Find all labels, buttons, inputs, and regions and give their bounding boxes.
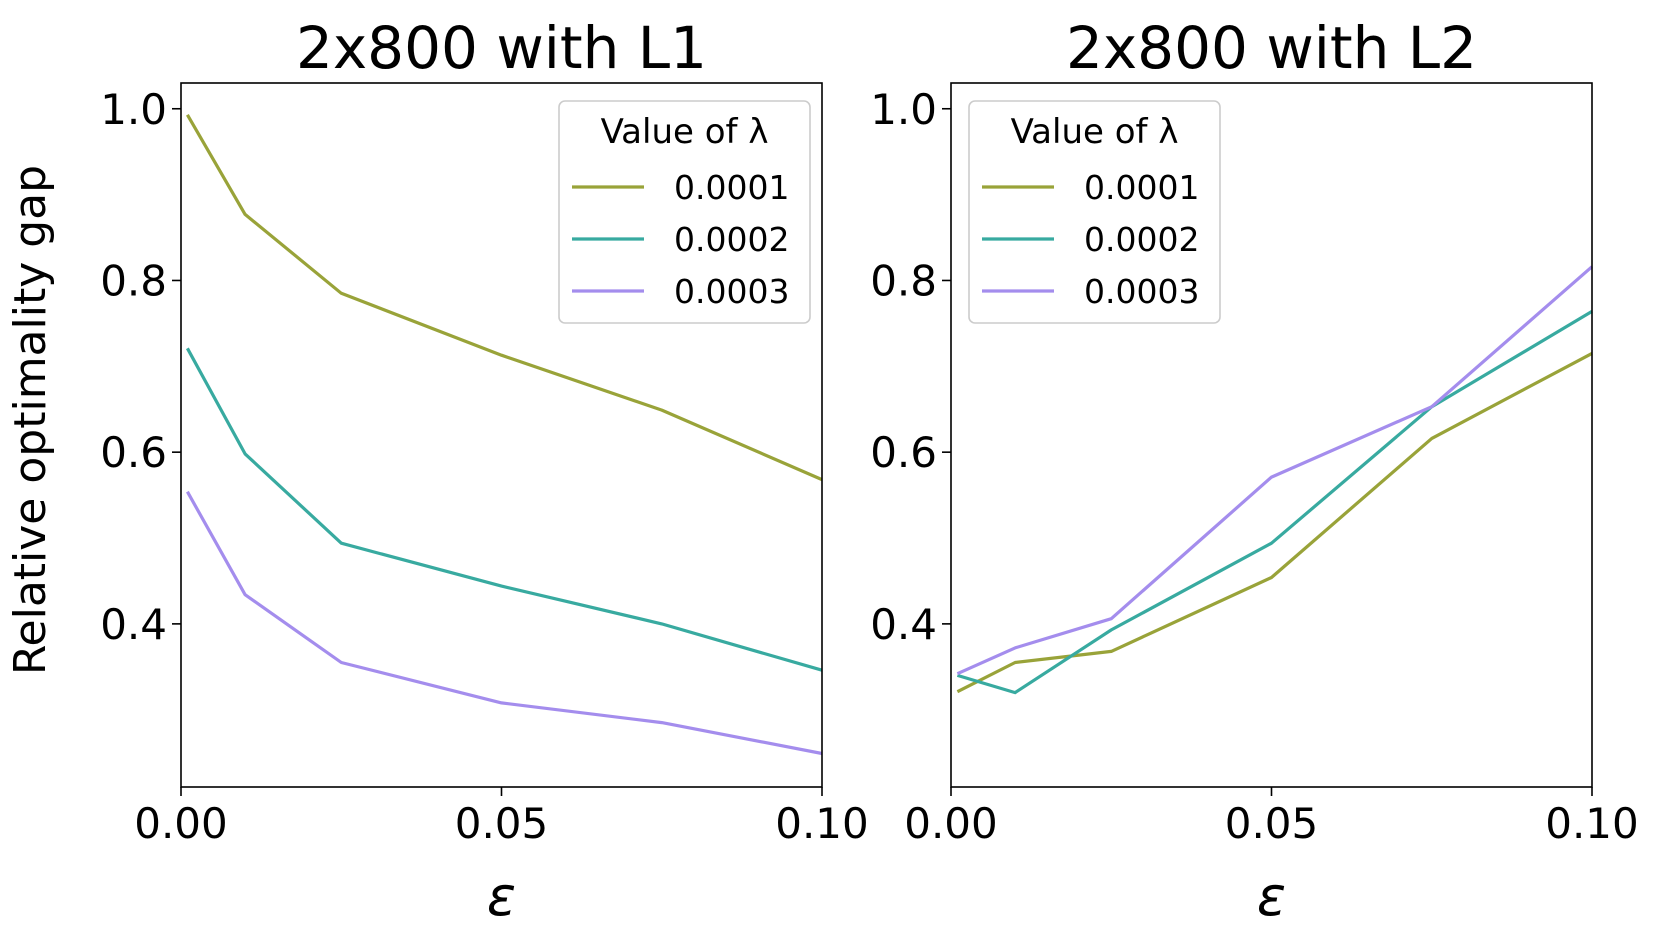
y-tick-label: 0.4 [870, 600, 937, 649]
panel-2: 2x800 with L2 0.00 0.05 0.10 0.4 0.6 0.8 1.0 ε Va… [870, 14, 1639, 928]
x-axis-label: ε [487, 865, 516, 928]
legend-box [558, 100, 811, 324]
y-tick-label: 0.4 [100, 600, 167, 649]
series-line-0.0002 [956, 310, 1593, 695]
legend-entry-label: 0.0003 [674, 272, 789, 311]
legend-entry-label: 0.0001 [1084, 168, 1199, 207]
x-tick-label: 0.05 [1225, 799, 1319, 848]
series-line-0.0001 [186, 113, 823, 482]
x-axis-label: ε [1257, 865, 1286, 928]
y-tick-label: 1.0 [870, 85, 937, 134]
x-tick-label: 0.10 [1545, 799, 1639, 848]
panel-title: 2x800 with L2 [1066, 14, 1477, 82]
y-axis-label: Relative optimality gap [5, 165, 56, 675]
legend: Value of λ 0.0001 0.0002 0.0003 [558, 100, 811, 324]
series-line-0.0001 [956, 351, 1593, 694]
legend-title: Value of λ [1011, 112, 1179, 152]
x-tick-label: 0.10 [775, 799, 869, 848]
y-tick-label: 0.8 [870, 256, 937, 305]
legend-entry-label: 0.0002 [674, 220, 789, 259]
y-tick-label: 0.6 [870, 428, 937, 477]
legend-entry-label: 0.0001 [674, 168, 789, 207]
series-line-0.0002 [185, 347, 823, 672]
x-tick-label: 0.00 [134, 799, 228, 848]
x-tick-label: 0.05 [455, 799, 549, 848]
legend-entry-label: 0.0002 [1084, 220, 1199, 259]
legend-entry-label: 0.0003 [1084, 272, 1199, 311]
panel-1: 2x800 with L1 0.00 0.05 0.10 0.4 0.6 0.8 1.0 ε Va… [100, 14, 869, 928]
legend-title: Value of λ [601, 112, 769, 152]
panel-title: 2x800 with L1 [296, 14, 707, 82]
series-line-0.0003 [956, 265, 1594, 676]
legend-box [968, 100, 1221, 324]
x-tick-label: 0.00 [904, 799, 998, 848]
legend: Value of λ 0.0001 0.0002 0.0003 [968, 100, 1221, 324]
y-tick-label: 1.0 [100, 85, 167, 134]
y-tick-label: 0.8 [100, 256, 167, 305]
y-tick-label: 0.6 [100, 428, 167, 477]
series-line-0.0003 [186, 490, 823, 756]
